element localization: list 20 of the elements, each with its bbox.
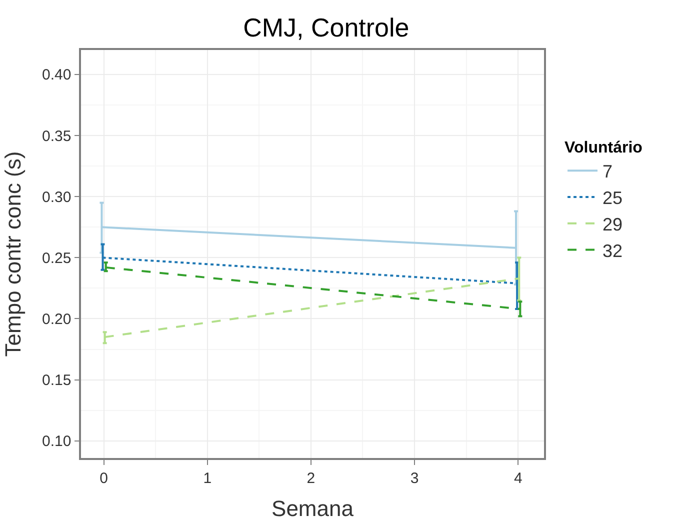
y-tick-label: 0.25 <box>42 250 72 267</box>
y-tick-label: 0.20 <box>42 310 72 328</box>
x-tick-label: 2 <box>306 470 316 487</box>
chart-title: CMJ, Controle <box>243 12 410 43</box>
y-tick-label: 0.30 <box>42 188 72 206</box>
y-tick-label: 0.35 <box>42 128 72 145</box>
x-tick-label: 3 <box>410 470 419 487</box>
y-tick-label: 0.10 <box>42 433 72 450</box>
y-axis-title: Tempo contr conc (s) <box>0 151 26 357</box>
legend-label: 29 <box>602 214 623 234</box>
legend-title: Voluntário <box>564 139 643 156</box>
legend-label: 25 <box>602 188 623 208</box>
x-tick-label: 4 <box>514 470 522 487</box>
x-tick-label: 1 <box>203 470 212 487</box>
y-tick-label: 0.15 <box>42 372 72 390</box>
legend-label: 32 <box>602 240 623 261</box>
x-axis-title: Semana <box>272 496 354 522</box>
x-tick-label: 0 <box>100 470 108 487</box>
y-tick-label: 0.40 <box>42 66 72 84</box>
legend-label: 7 <box>602 162 613 182</box>
